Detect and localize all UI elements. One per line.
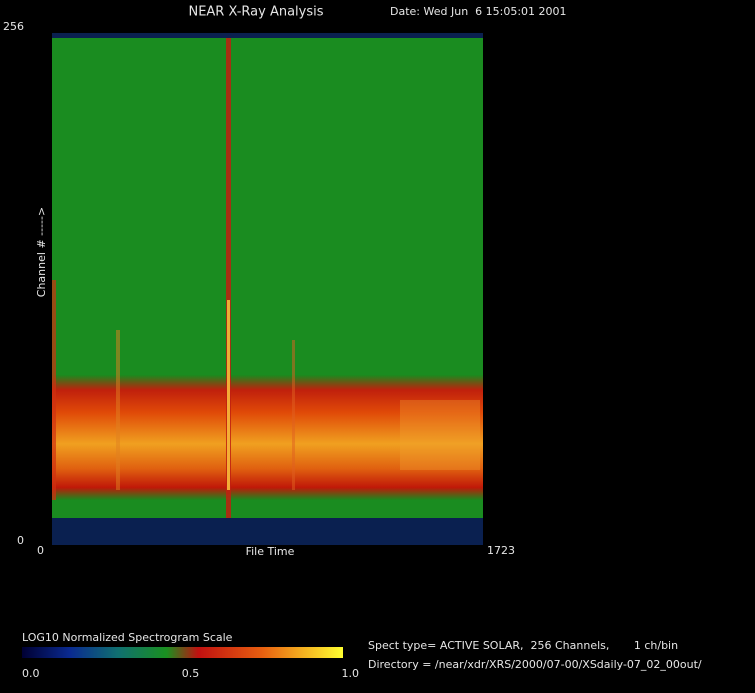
streak — [52, 280, 56, 500]
colorbar — [22, 647, 343, 658]
y-tick-label: 256 — [3, 20, 24, 33]
colorbar-title: LOG10 Normalized Spectrogram Scale — [22, 631, 233, 644]
spectrogram — [52, 33, 483, 545]
x-tick-label: 0 — [37, 544, 44, 557]
streak — [116, 330, 120, 490]
date: Date: Wed Jun 6 15:05:01 2001 — [390, 5, 567, 18]
colorbar-tick-label: 0.0 — [22, 667, 40, 680]
x-axis-label: File Time — [246, 545, 295, 558]
colorbar-tick-label: 0.5 — [182, 667, 200, 680]
info-line: Spect type= ACTIVE SOLAR, 256 Channels, … — [368, 639, 678, 652]
streak — [227, 300, 230, 490]
y-axis-label: Channel # -----> — [35, 207, 48, 297]
signal-band — [52, 375, 483, 500]
x-tick-label: 1723 — [487, 544, 515, 557]
streak — [292, 340, 295, 490]
y-tick-label: 0 — [17, 534, 24, 547]
info-line: Directory = /near/xdr/XRS/2000/07-00/XSd… — [368, 658, 702, 671]
streak — [400, 400, 480, 470]
title: NEAR X-Ray Analysis — [188, 5, 323, 20]
streak — [226, 38, 231, 518]
colorbar-tick-label: 1.0 — [342, 667, 360, 680]
